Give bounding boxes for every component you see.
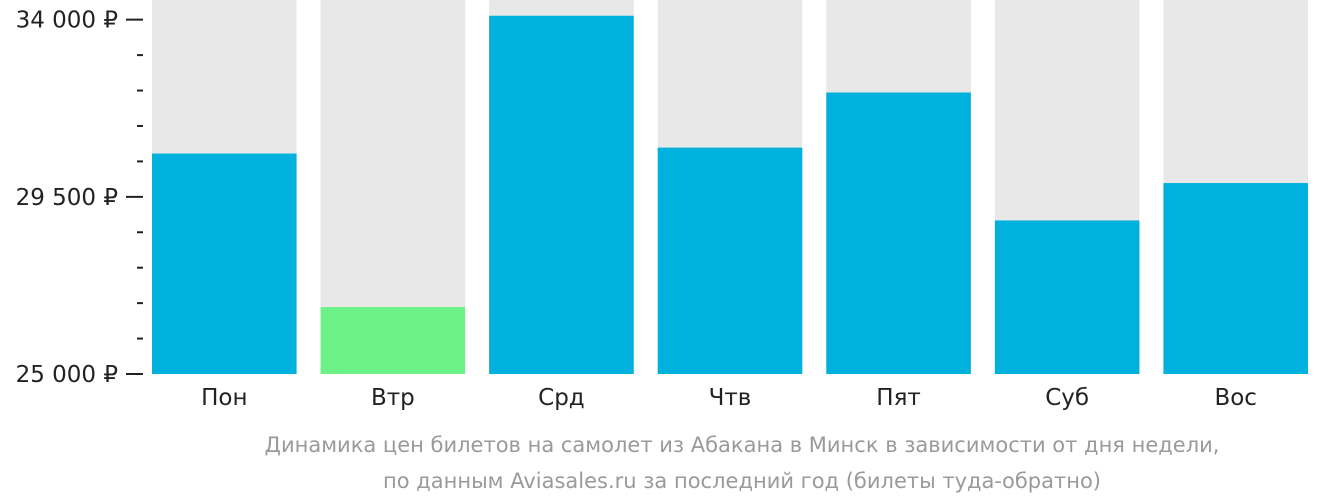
x-axis-labels: Пон Втр Срд Чтв Пят Суб Вос xyxy=(201,385,1257,411)
bar-3[interactable] xyxy=(489,15,634,374)
bar-6[interactable] xyxy=(994,220,1140,374)
bar-2[interactable] xyxy=(320,307,466,374)
chart-caption-line-1: Динамика цен билетов на самолет из Абака… xyxy=(264,433,1220,457)
x-tick-label-5: Пят xyxy=(876,385,921,411)
chart-caption-line-2: по данным Aviasales.ru за последний год … xyxy=(383,469,1101,493)
x-tick-label-1: Пон xyxy=(201,385,247,411)
bar-4[interactable] xyxy=(657,147,803,374)
x-tick-label-7: Вос xyxy=(1214,385,1257,411)
x-tick-label-2: Втр xyxy=(371,385,415,411)
y-tick-label-3: 34 000 ₽ xyxy=(16,8,118,34)
x-tick-label-4: Чтв xyxy=(709,385,752,411)
y-tick-label-2: 29 500 ₽ xyxy=(16,185,118,211)
bar-5[interactable] xyxy=(826,92,971,374)
bar-chart: 25 000 ₽ 29 500 ₽ 34 000 ₽ Пон Втр Срд Чтв Пят… xyxy=(16,0,1308,411)
y-axis: 25 000 ₽ 29 500 ₽ 34 000 ₽ xyxy=(16,8,143,388)
x-tick-label-3: Срд xyxy=(538,385,585,411)
bars-group xyxy=(152,0,1308,374)
y-tick-label-1: 25 000 ₽ xyxy=(16,362,118,388)
x-tick-label-6: Суб xyxy=(1045,385,1089,411)
bar-7[interactable] xyxy=(1163,183,1308,374)
bar-1[interactable] xyxy=(152,153,297,374)
